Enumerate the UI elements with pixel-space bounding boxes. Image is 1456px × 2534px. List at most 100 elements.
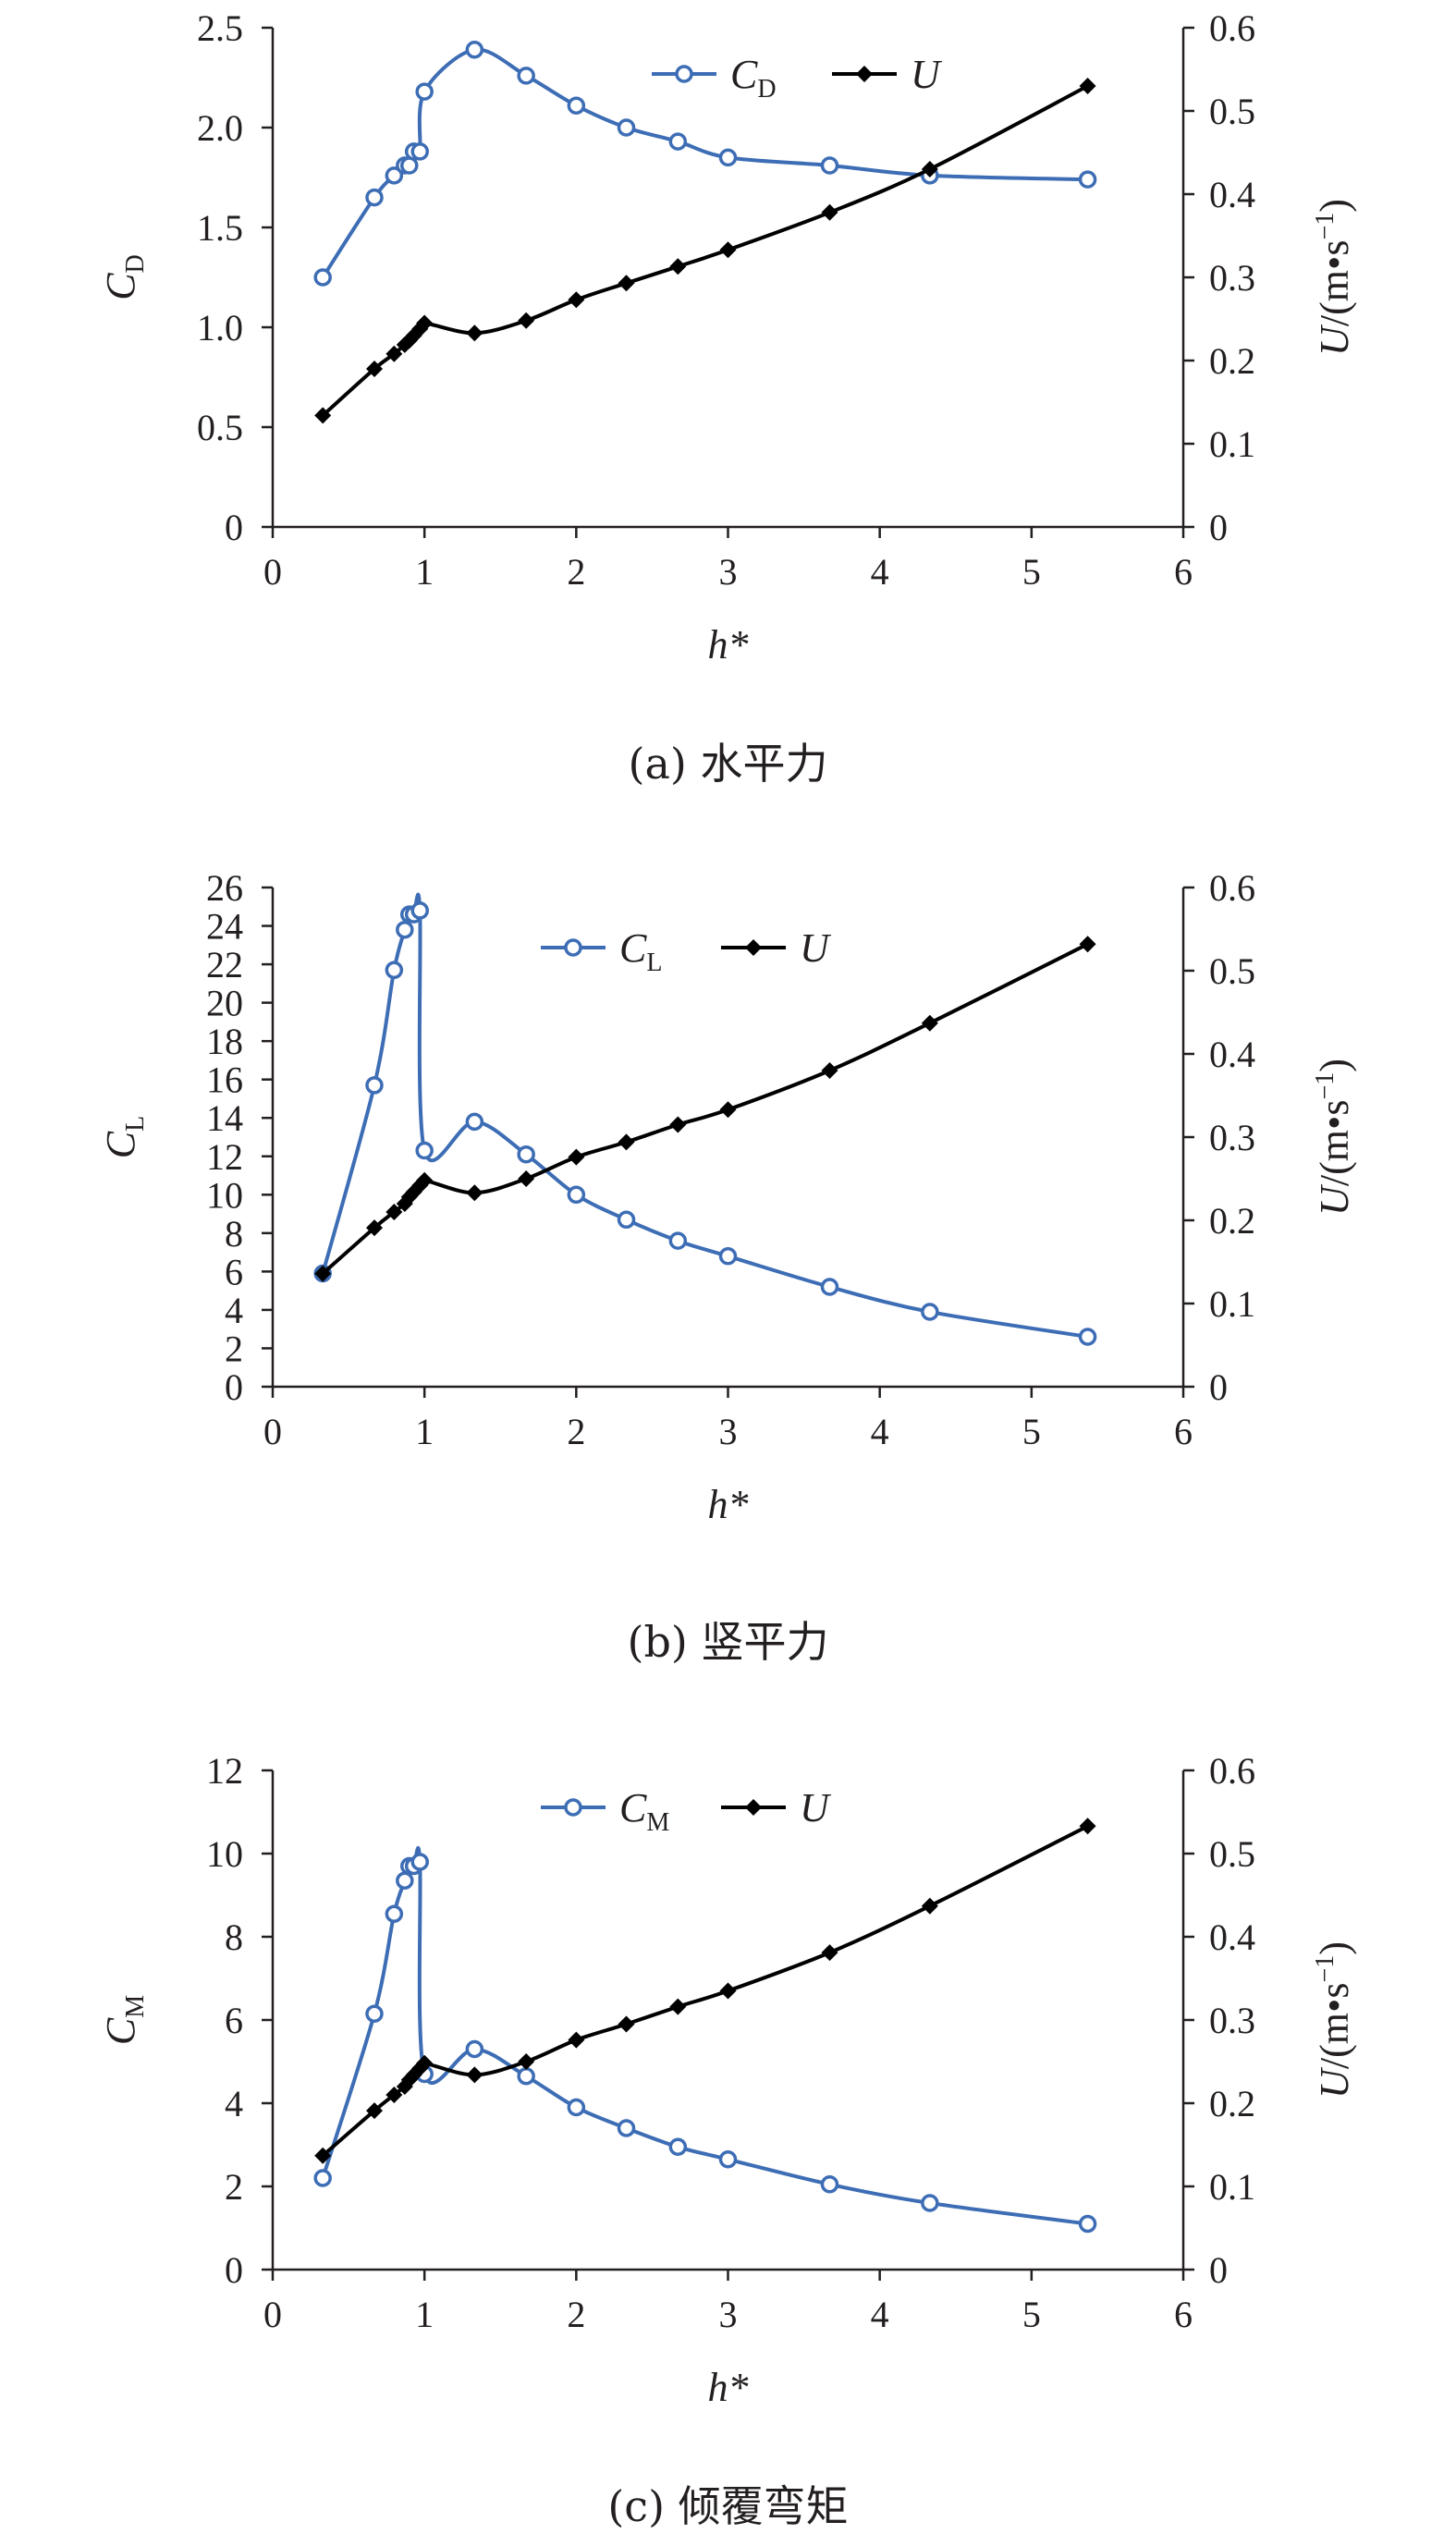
series-line-cd bbox=[321, 47, 1088, 279]
y2-axis-title: U/(m•s−1) bbox=[1311, 199, 1357, 356]
legend-label-cd: CD bbox=[730, 52, 777, 104]
data-point-u bbox=[385, 1204, 403, 1220]
x-tick-label: 3 bbox=[719, 2294, 738, 2335]
y-tick-label: 12 bbox=[206, 1750, 243, 1792]
legend: CL U bbox=[541, 925, 832, 977]
y-axis-title-main: C bbox=[98, 1131, 143, 1158]
data-point-u bbox=[1079, 1818, 1096, 1835]
data-point-cd bbox=[465, 41, 484, 59]
y2-tick-label: 0.4 bbox=[1209, 1034, 1255, 1075]
data-point-cl bbox=[718, 1247, 738, 1266]
data-point-cd bbox=[718, 148, 738, 167]
data-point-u bbox=[466, 1184, 483, 1202]
data-point-cl bbox=[410, 901, 429, 920]
chart-overturning-moment: 0 1 2 3 4 5 602468101200.10.20.30.40.50.6h*CMU… bbox=[98, 1750, 1357, 2410]
y-axis-title-main: C bbox=[98, 2017, 143, 2045]
y-tick-label: 1.5 bbox=[197, 207, 243, 249]
y-tick-label: 6 bbox=[225, 2000, 243, 2041]
data-point-u bbox=[719, 1101, 737, 1119]
data-point-u bbox=[411, 1177, 429, 1194]
data-point-cd bbox=[567, 96, 586, 115]
legend-label-cm: CM bbox=[619, 1785, 669, 1837]
x-tick-label: 2 bbox=[567, 2294, 585, 2335]
data-point-u bbox=[821, 1062, 838, 1079]
y-axis-title: CD bbox=[98, 254, 150, 300]
chart-vertical-force: 0 1 2 3 4 5 60246810121416182022242600.10.20.3… bbox=[98, 867, 1357, 1527]
legend-label-main: C bbox=[619, 925, 647, 971]
data-point-cm bbox=[465, 2039, 484, 2059]
y2-axis-title-unit: /(m•s bbox=[1312, 240, 1357, 327]
x-tick-label: 4 bbox=[871, 2294, 889, 2335]
data-point-u bbox=[385, 345, 403, 362]
data-point-cd bbox=[617, 118, 636, 137]
data-point-u bbox=[719, 241, 737, 259]
data-point-u bbox=[821, 203, 838, 221]
x-tick-label: 6 bbox=[1174, 551, 1193, 593]
y2-axis-title-sup: −1 bbox=[1311, 1072, 1340, 1100]
y-tick-label: 10 bbox=[206, 1174, 243, 1216]
panel-horizontal-force: 0 1 2 3 4 5 6 0 0.5 1.0 1.5 2.0 2.5 0 0.1 0.2 0.3 0.4 0.5 0… bbox=[0, 0, 1456, 795]
y2-axis-title-sup: −1 bbox=[1311, 1955, 1340, 1983]
data-point-u bbox=[719, 1982, 737, 2000]
x-tick-label: 5 bbox=[1022, 551, 1041, 593]
y-tick-label: 2.0 bbox=[197, 107, 243, 149]
panel-vertical-force: 0 1 2 3 4 5 6 0 2 4 6 8 10 12 14 16 18 20 22 24 26 0 0.1 0.2 0.3… bbox=[0, 832, 1456, 1667]
y-tick-label: 0 bbox=[225, 2249, 243, 2291]
data-point-cl bbox=[465, 1112, 484, 1132]
y2-tick-label: 0.5 bbox=[1209, 1833, 1255, 1875]
y2-tick-label: 0.1 bbox=[1209, 423, 1255, 465]
data-point-u bbox=[821, 1944, 838, 1962]
data-point-u bbox=[416, 2054, 434, 2072]
x-axis-title: h* bbox=[708, 622, 749, 667]
data-point-cl bbox=[617, 1210, 636, 1230]
data-point-u bbox=[669, 1998, 687, 2015]
legend-marker-u bbox=[745, 1799, 762, 1816]
legend-label-main: U bbox=[800, 925, 832, 971]
series-line-cm bbox=[321, 1846, 1088, 2226]
data-point-cd bbox=[415, 82, 434, 101]
y2-tick-label: 0 bbox=[1209, 507, 1228, 548]
data-point-cl bbox=[396, 920, 414, 939]
data-point-cm bbox=[313, 2169, 332, 2187]
y2-tick-label: 0.3 bbox=[1209, 2000, 1255, 2041]
y-tick-label: 12 bbox=[206, 1136, 243, 1178]
y2-tick-label: 0.4 bbox=[1209, 1916, 1255, 1958]
y2-axis-title-sup: −1 bbox=[1311, 213, 1340, 240]
x-tick-label: 4 bbox=[871, 1411, 889, 1452]
y2-axis-title-main: U bbox=[1312, 2066, 1357, 2099]
data-point-cd bbox=[410, 142, 429, 161]
data-point-u bbox=[921, 1897, 938, 1915]
legend-label-main: U bbox=[800, 1785, 832, 1830]
y2-tick-label: 0 bbox=[1209, 1366, 1228, 1408]
legend-label-cl: CL bbox=[619, 925, 662, 977]
data-point-cl bbox=[567, 1185, 586, 1205]
data-point-cd bbox=[668, 132, 688, 151]
data-point-cl bbox=[1078, 1328, 1097, 1346]
x-tick-label: 2 bbox=[567, 551, 585, 593]
y-tick-label: 0 bbox=[225, 507, 243, 548]
legend-label-u: U bbox=[911, 52, 943, 97]
y-tick-label: 22 bbox=[206, 944, 243, 985]
x-tick-label: 1 bbox=[415, 551, 434, 593]
y-axis-title-sub: D bbox=[121, 254, 150, 273]
data-point-cm bbox=[668, 2137, 688, 2156]
panel-overturning-moment: 0 1 2 3 4 5 6 0 2 4 6 8 10 12 0 0.1 0.2 0.3 0.4 0.5 0.6 h* CM U… bbox=[0, 1701, 1456, 2531]
x-tick-label: 6 bbox=[1174, 2294, 1193, 2335]
y-tick-label: 2.5 bbox=[197, 7, 243, 49]
y-tick-label: 6 bbox=[225, 1251, 243, 1292]
legend-label-sub: M bbox=[646, 1808, 669, 1837]
y-tick-label: 16 bbox=[206, 1059, 243, 1101]
legend-marker-cm bbox=[564, 1798, 582, 1817]
data-point-u bbox=[1079, 78, 1096, 94]
y-tick-label: 8 bbox=[225, 1213, 243, 1255]
data-point-u bbox=[618, 1133, 635, 1151]
y-axis-title: CL bbox=[98, 1116, 150, 1158]
data-point-u bbox=[1079, 936, 1096, 953]
x-tick-label: 1 bbox=[415, 1411, 434, 1452]
y-axis-title-sub: M bbox=[121, 1995, 150, 2018]
legend-label-u: U bbox=[800, 925, 832, 971]
data-point-cd bbox=[1078, 170, 1097, 189]
data-point-u bbox=[314, 1265, 332, 1282]
data-point-cm bbox=[410, 1853, 429, 1871]
